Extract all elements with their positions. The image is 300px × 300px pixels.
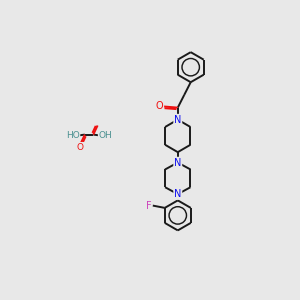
- Text: OH: OH: [99, 131, 112, 140]
- Text: O: O: [76, 143, 84, 152]
- Text: HO: HO: [66, 131, 80, 140]
- Text: O: O: [156, 101, 163, 111]
- Text: N: N: [174, 189, 182, 199]
- Text: N: N: [174, 115, 182, 124]
- Text: N: N: [174, 158, 182, 167]
- Text: F: F: [146, 201, 152, 211]
